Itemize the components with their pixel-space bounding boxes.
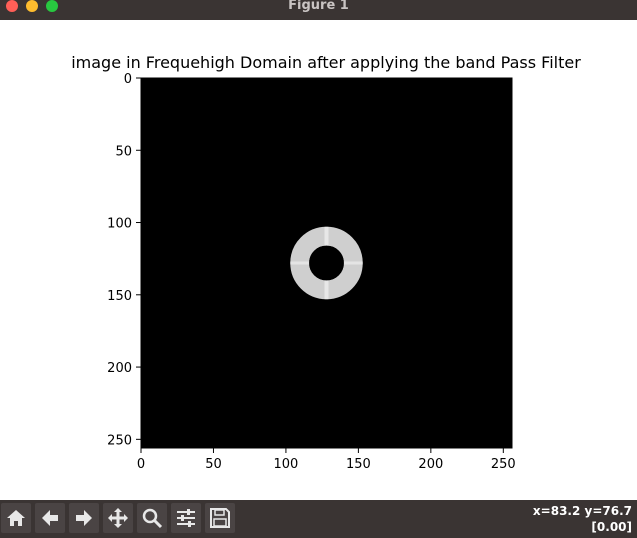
y-tick-label: 0	[124, 72, 132, 87]
y-tick-label: 200	[107, 361, 132, 376]
forward-button[interactable]	[69, 503, 99, 533]
maximize-window-button[interactable]	[46, 0, 58, 12]
configure-subplots-button[interactable]	[171, 503, 201, 533]
home-button[interactable]	[1, 503, 31, 533]
figure-canvas[interactable]: image in Frequehigh Domain after applyin…	[0, 20, 637, 500]
x-tick-label: 150	[346, 457, 371, 472]
cursor-coordinates: x=83.2 y=76.7 [0.00]	[533, 503, 632, 535]
minimize-window-button[interactable]	[26, 0, 38, 12]
sliders-icon	[177, 509, 195, 527]
floppy-icon	[210, 508, 230, 528]
x-tick-label: 0	[137, 457, 145, 472]
save-button[interactable]	[205, 503, 235, 533]
y-tick-label: 250	[107, 433, 132, 448]
move-icon	[108, 508, 128, 528]
x-tick-label: 50	[205, 457, 222, 472]
coords-position: x=83.2 y=76.7	[532, 504, 632, 518]
chart-svg: 0 50 100 150 200 250 0 50 100 150 200 250	[107, 72, 516, 472]
arrow-right-icon	[76, 510, 92, 526]
window-title: Figure 1	[288, 0, 349, 13]
arrow-left-icon	[42, 510, 58, 526]
navigation-toolbar: x=83.2 y=76.7 [0.00]	[0, 500, 637, 538]
chart-title: image in Frequehigh Domain after applyin…	[71, 53, 581, 72]
zoom-button[interactable]	[137, 503, 167, 533]
y-tick-label: 100	[107, 217, 132, 232]
search-icon	[142, 508, 163, 529]
x-tick-label: 250	[491, 457, 516, 472]
x-tick-label: 100	[274, 457, 299, 472]
back-button[interactable]	[35, 503, 65, 533]
ring-inner-hole	[309, 245, 344, 281]
close-window-button[interactable]	[6, 0, 18, 12]
x-tick-label: 200	[418, 457, 443, 472]
home-icon	[7, 510, 25, 526]
pan-button[interactable]	[103, 503, 133, 533]
y-tick-label: 50	[115, 144, 132, 159]
y-tick-label: 150	[107, 289, 132, 304]
axes-frame	[140, 77, 513, 449]
coords-value: [0.00]	[591, 520, 632, 534]
window-titlebar: Figure 1	[0, 0, 637, 20]
